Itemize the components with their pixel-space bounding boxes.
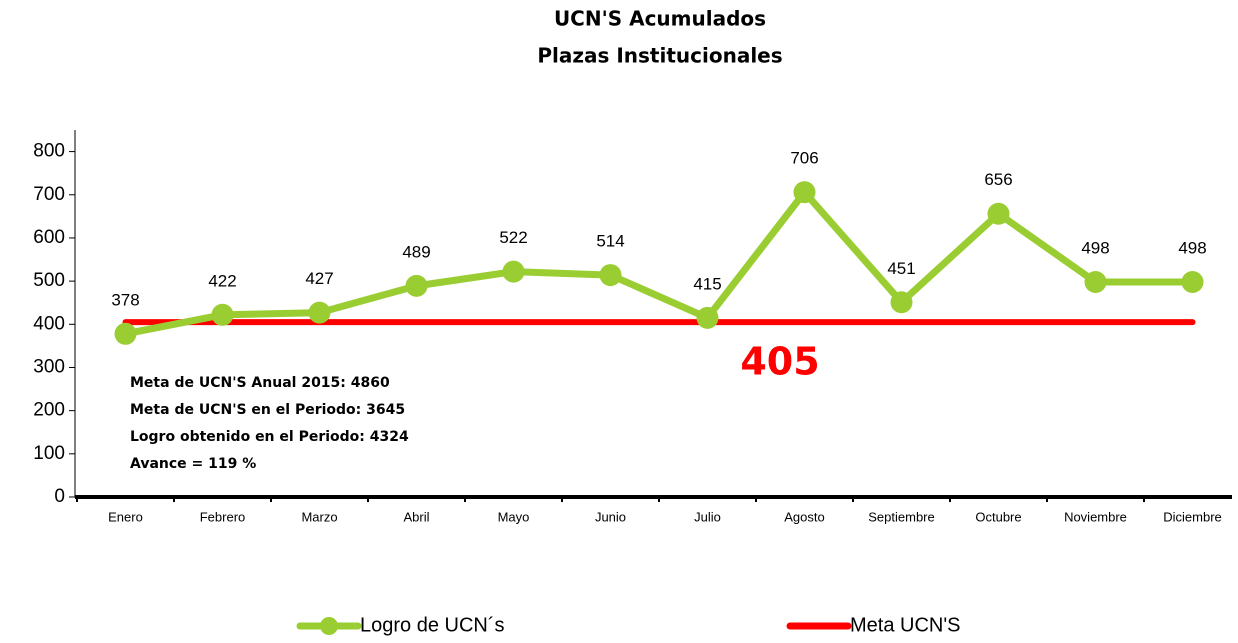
x-tick-label: Febrero xyxy=(200,509,246,524)
data-label: 451 xyxy=(887,259,915,278)
legend-label: Meta UCN'S xyxy=(850,614,961,636)
x-tick-label: Diciembre xyxy=(1163,509,1222,524)
x-tick-label: Noviembre xyxy=(1064,509,1127,524)
y-tick-label: 600 xyxy=(33,227,65,248)
point xyxy=(599,264,622,287)
point xyxy=(890,291,913,314)
y-tick-label: 500 xyxy=(33,270,65,291)
chart-subtitle: Plazas Institucionales xyxy=(537,44,782,68)
x-tick-label: Junio xyxy=(595,509,626,524)
legend-marker xyxy=(320,617,338,635)
point xyxy=(1084,270,1107,293)
annotation: Avance = 119 % xyxy=(130,456,256,472)
x-tick-label: Mayo xyxy=(498,509,530,524)
data-label: 522 xyxy=(499,228,527,247)
y-tick-label: 100 xyxy=(33,443,65,464)
y-tick-label: 300 xyxy=(33,356,65,377)
series-line xyxy=(122,188,1196,338)
x-tick-label: Abril xyxy=(403,509,429,524)
chart-title: UCN'S Acumulados xyxy=(554,7,766,31)
y-tick-label: 0 xyxy=(54,486,65,507)
y-tick-label: 800 xyxy=(33,141,65,162)
point xyxy=(308,301,331,324)
x-tick-label: Marzo xyxy=(301,509,337,524)
point xyxy=(696,306,719,329)
point xyxy=(502,260,525,283)
data-label: 498 xyxy=(1178,238,1206,257)
y-tick-label: 400 xyxy=(33,313,65,334)
data-label: 706 xyxy=(790,149,818,168)
data-label: 415 xyxy=(693,274,721,293)
annotation: Meta de UCN'S en el Periodo: 3645 xyxy=(130,402,405,418)
y-tick-label: 200 xyxy=(33,400,65,421)
point xyxy=(793,181,816,204)
x-tick-label: Septiembre xyxy=(868,509,934,524)
point xyxy=(1181,270,1204,293)
point xyxy=(987,202,1010,225)
data-label: 514 xyxy=(596,232,624,251)
data-label: 656 xyxy=(984,170,1012,189)
annotation: Meta de UCN'S Anual 2015: 4860 xyxy=(130,375,390,391)
data-label: 489 xyxy=(402,242,430,261)
data-label: 378 xyxy=(111,290,139,309)
annotation: Logro obtenido en el Periodo: 4324 xyxy=(130,429,409,445)
point xyxy=(405,274,428,297)
legend-label: Logro de UCN´s xyxy=(360,614,505,636)
x-tick-label: Julio xyxy=(694,509,721,524)
x-tick-label: Enero xyxy=(108,509,143,524)
data-label: 498 xyxy=(1081,238,1109,257)
point xyxy=(211,303,234,326)
x-tick-label: Agosto xyxy=(784,509,824,524)
meta-label: 405 xyxy=(740,340,819,384)
point xyxy=(114,322,137,345)
data-label: 427 xyxy=(305,269,333,288)
y-tick-label: 700 xyxy=(33,184,65,205)
data-label: 422 xyxy=(208,271,236,290)
x-tick-label: Octubre xyxy=(975,509,1021,524)
